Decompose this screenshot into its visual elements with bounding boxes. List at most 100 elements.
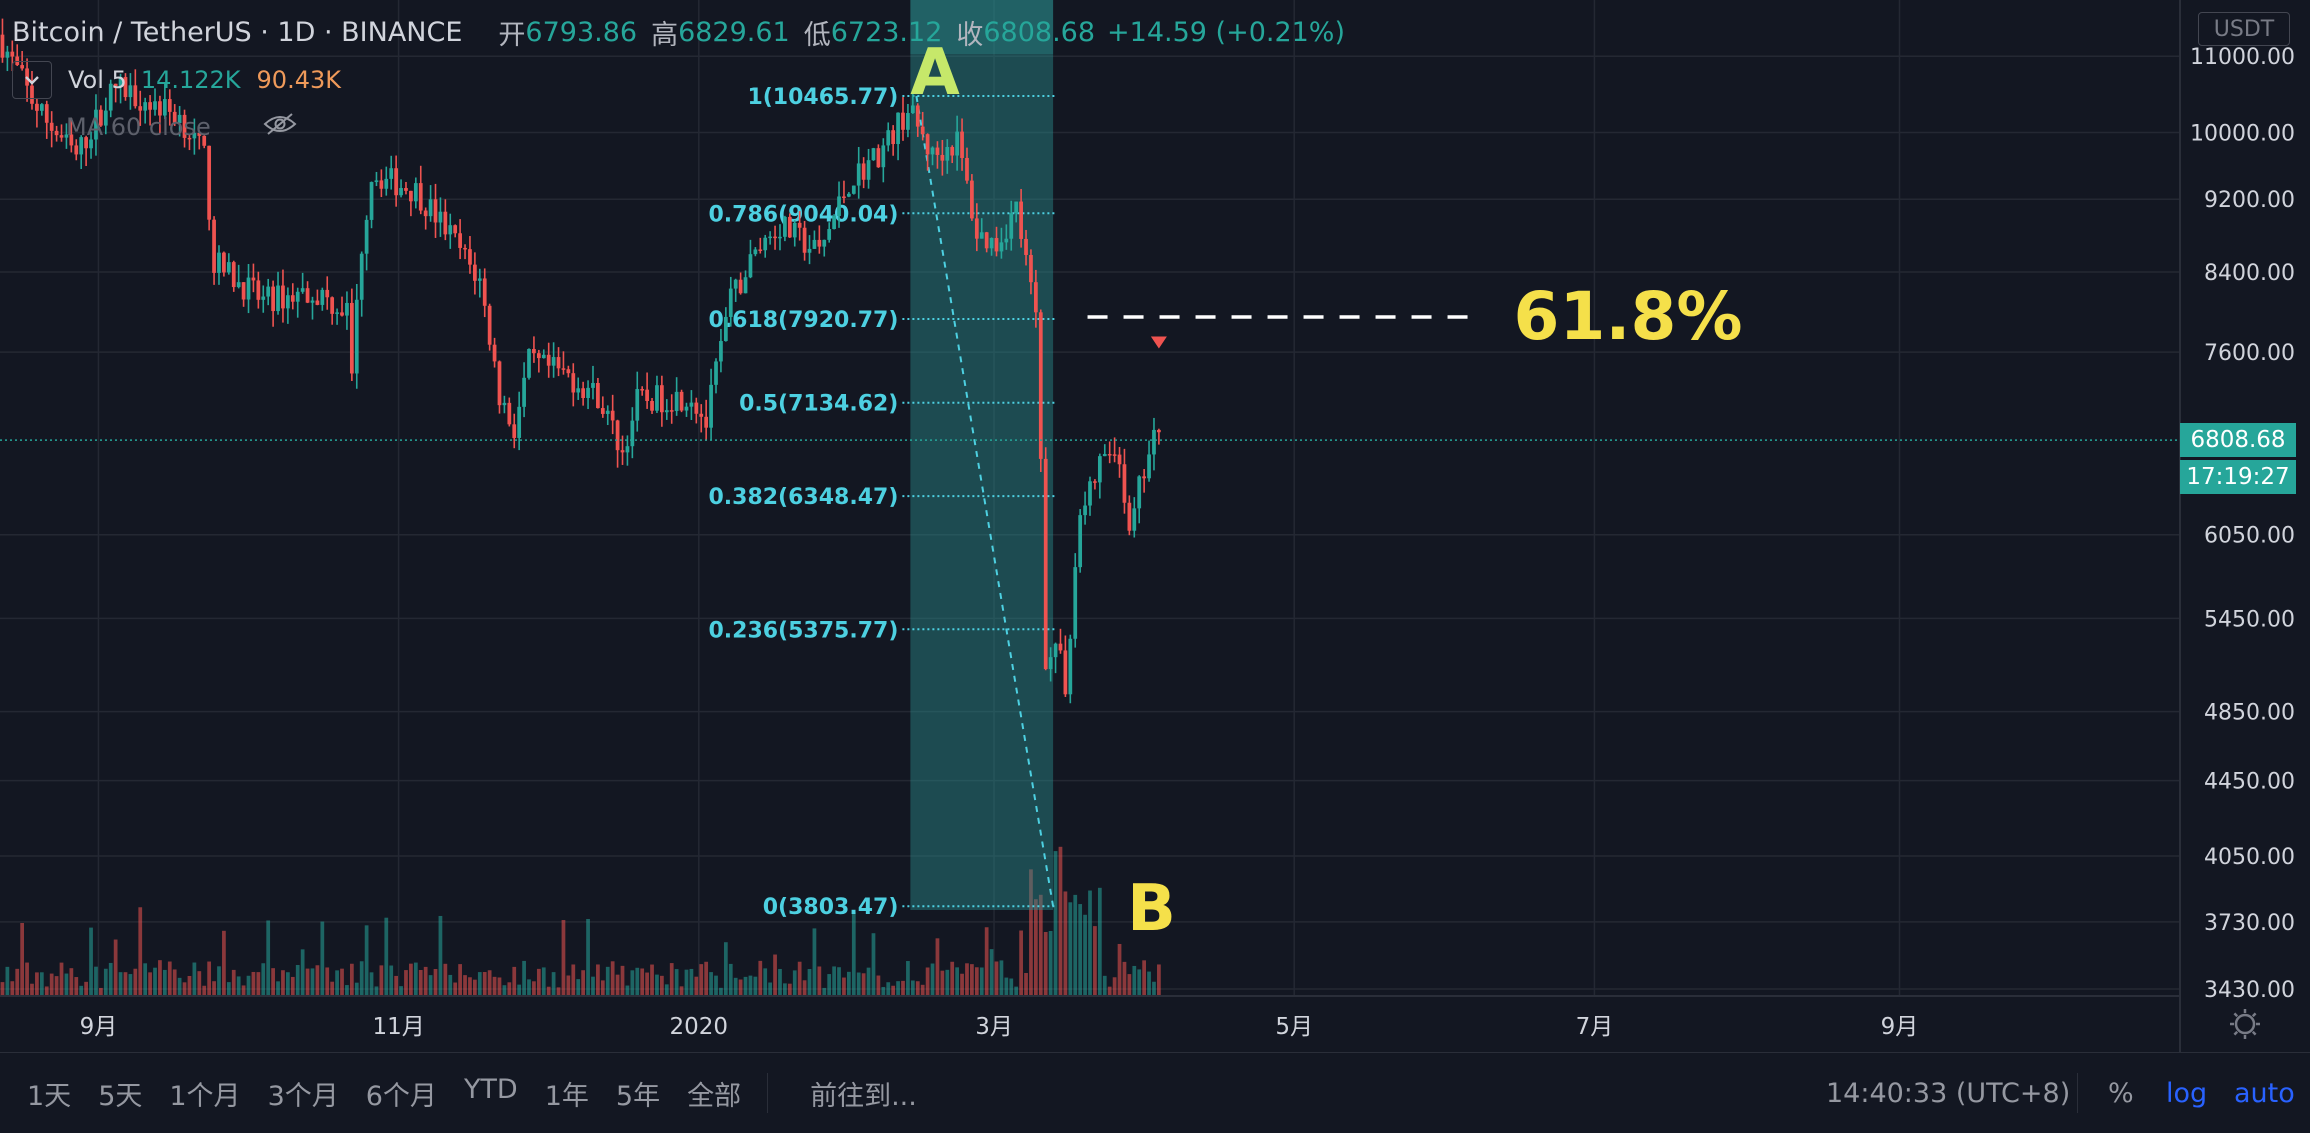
candle-body xyxy=(896,112,900,145)
candle-body xyxy=(399,188,403,196)
volume-bar xyxy=(354,982,359,996)
settings-icon[interactable] xyxy=(2230,1009,2260,1039)
currency-button[interactable]: USDT xyxy=(2198,12,2290,46)
candle-body xyxy=(94,109,98,140)
volume-bar xyxy=(891,985,896,996)
candle-body xyxy=(497,361,502,406)
volume-bar xyxy=(960,973,964,996)
volume-label[interactable]: Vol 5 xyxy=(68,66,127,94)
volume-bar xyxy=(256,972,261,996)
candle-body xyxy=(1058,643,1063,651)
log-scale-button[interactable]: log xyxy=(2166,1077,2208,1109)
price-axis[interactable] xyxy=(2180,0,2310,1000)
candle-body xyxy=(158,101,162,116)
volume-bar xyxy=(231,969,236,996)
volume-bar xyxy=(113,939,118,996)
volume-bar xyxy=(44,986,49,996)
range-button[interactable]: 5年 xyxy=(615,1080,661,1112)
symbol-header: Bitcoin / TetherUS · 1D · BINANCE 开 6793… xyxy=(12,12,1345,52)
volume-bar xyxy=(103,968,108,996)
volume-bar xyxy=(473,979,477,996)
candle-body xyxy=(925,134,930,155)
volume-bar xyxy=(1083,914,1087,996)
price-chart[interactable]: 1(10465.77) 0.786(9040.04) 0.618(7920.77) 0… xyxy=(0,0,2310,1052)
volume-bar xyxy=(463,975,467,996)
volume-bar xyxy=(1033,899,1038,996)
volume-bar xyxy=(822,987,827,996)
volume-bar xyxy=(1152,981,1156,996)
eye-hidden-icon[interactable] xyxy=(263,112,297,142)
range-button[interactable]: YTD xyxy=(463,1073,518,1105)
volume-bar xyxy=(635,967,640,996)
time-tick-label: 9月 xyxy=(80,1014,118,1040)
candle-body xyxy=(5,51,10,58)
candle-body xyxy=(546,354,551,366)
volume-bar xyxy=(428,975,433,996)
volume-bar xyxy=(315,965,320,996)
auto-scale-button[interactable]: auto xyxy=(2234,1077,2295,1109)
candle-body xyxy=(1093,481,1097,483)
range-button[interactable]: 3个月 xyxy=(267,1080,339,1112)
volume-bar xyxy=(128,974,133,996)
volume-bar xyxy=(404,970,408,996)
symbol-title[interactable]: Bitcoin / TetherUS · 1D · BINANCE xyxy=(12,16,463,48)
volume-bar xyxy=(817,966,822,996)
volume-bar xyxy=(871,933,876,996)
goto-date-button[interactable]: 前往到... xyxy=(810,1080,917,1112)
volume-bar xyxy=(586,918,590,996)
candle-body xyxy=(404,188,408,191)
candle-body xyxy=(364,219,369,254)
candle-body xyxy=(635,389,640,421)
volume-bar xyxy=(492,976,497,996)
ma-label[interactable]: MA 60 close xyxy=(66,113,211,141)
volume-bar xyxy=(1019,930,1023,996)
candle-body xyxy=(522,377,526,407)
range-button[interactable]: 5天 xyxy=(98,1080,143,1112)
candle-body xyxy=(118,77,123,87)
candle-body xyxy=(89,139,93,149)
time-tick-label: 3月 xyxy=(975,1014,1013,1040)
candle-body xyxy=(787,216,792,238)
candle-body xyxy=(773,236,777,239)
candle-body xyxy=(428,199,433,217)
candle-body xyxy=(851,185,856,194)
volume-bar xyxy=(522,960,526,996)
clock[interactable]: 14:40:33 (UTC+8) xyxy=(1826,1077,2071,1109)
candle-body xyxy=(866,160,871,180)
volume-bar xyxy=(876,975,881,996)
volume-bar xyxy=(1004,977,1009,996)
candle-body xyxy=(1137,476,1142,509)
fib-level-label: 0.236(5375.77) xyxy=(708,618,898,643)
candle-body xyxy=(143,102,148,111)
volume-bar xyxy=(364,925,369,996)
range-button[interactable]: 1个月 xyxy=(169,1080,241,1112)
candles xyxy=(0,18,1161,704)
range-button[interactable]: 6个月 xyxy=(365,1080,437,1112)
candle-body xyxy=(586,387,590,399)
legend-toggle-button[interactable] xyxy=(12,61,52,99)
candle-body xyxy=(394,168,399,196)
candle-body xyxy=(640,389,645,391)
volume-bar xyxy=(935,938,940,996)
candle-body xyxy=(679,391,684,411)
candle-body xyxy=(1107,454,1112,456)
candle-body xyxy=(35,103,39,111)
volume-bar xyxy=(423,966,428,996)
volume-bar xyxy=(753,976,758,996)
candle-body xyxy=(1147,454,1151,479)
candle-body xyxy=(950,146,955,156)
fib-level-label: 0.786(9040.04) xyxy=(708,202,898,227)
range-button[interactable]: 1年 xyxy=(544,1080,589,1112)
candle-body xyxy=(310,300,315,303)
label-b: B xyxy=(1127,872,1176,946)
volume-bar xyxy=(64,973,69,996)
volume-bar xyxy=(507,982,512,996)
volume-bar xyxy=(1024,973,1028,996)
candle-body xyxy=(128,85,133,98)
range-button[interactable]: 全部 xyxy=(687,1080,742,1112)
candle-body xyxy=(1097,456,1102,483)
range-button[interactable]: 1天 xyxy=(27,1080,72,1112)
volume-bar xyxy=(418,970,423,996)
volume-bar xyxy=(527,979,531,996)
percent-scale-button[interactable]: % xyxy=(2108,1077,2134,1109)
